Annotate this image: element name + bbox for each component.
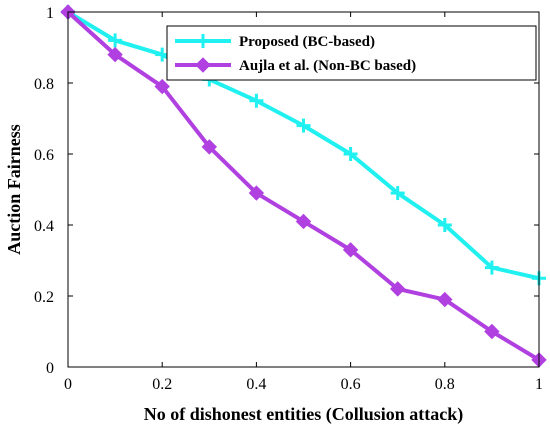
legend-marker: [196, 34, 210, 48]
data-point: [343, 147, 358, 161]
x-tick-label: 0.8: [435, 376, 455, 393]
legend-label-proposed: Proposed (BC-based): [239, 34, 375, 50]
y-tick-label: 0.6: [34, 147, 54, 164]
data-point: [390, 186, 405, 201]
data-point: [342, 242, 359, 258]
plot-frame: [67, 11, 540, 368]
x-axis-title: No of dishonest entities (Collusion atta…: [144, 404, 464, 425]
y-tick-label: 0.8: [34, 76, 54, 93]
y-tick-label: 1: [46, 5, 54, 22]
x-tick-label: 1: [535, 376, 543, 393]
data-point: [249, 93, 264, 108]
series-1: [60, 4, 547, 368]
x-tick-label: 0.4: [246, 376, 266, 393]
data-point: [437, 218, 452, 232]
tick-layer: 0 0.2 0.4 0.6 0.8 1 0 0.2 0.4 0.6 0.8 1: [34, 5, 543, 393]
data-point: [248, 185, 265, 201]
data-point: [154, 78, 170, 95]
y-tick-label: 0.4: [34, 218, 54, 235]
legend-marker-proposed: [196, 34, 210, 48]
data-point: [484, 323, 500, 340]
data-point: [484, 260, 499, 275]
legend-box: [166, 25, 537, 81]
x-tick-label: 0.6: [341, 376, 361, 393]
data-point: [296, 118, 311, 133]
data-point: [437, 291, 453, 308]
y-tick-label: 0: [46, 360, 54, 377]
legend-entry-proposed: Proposed (BC-based): [175, 34, 375, 50]
legend-marker-aujla: [195, 57, 211, 73]
legend-label-aujla: Aujla et al. (Non-BC based): [239, 58, 416, 74]
legend-entry-aujla: Aujla et al. (Non-BC based): [175, 57, 416, 74]
data-point: [201, 139, 218, 155]
y-axis-title: Auction Fairness: [4, 124, 24, 255]
y-tick-label: 0.2: [34, 289, 54, 306]
data-point: [108, 33, 123, 48]
data-point: [107, 46, 123, 63]
legend-marker: [195, 57, 211, 73]
x-tick-label: 0.2: [152, 376, 172, 393]
data-point: [295, 213, 312, 230]
x-tick-label: 0: [64, 376, 72, 393]
legend: Proposed (BC-based) Aujla et al. (Non-BC…: [166, 25, 537, 81]
data-point: [389, 281, 406, 297]
